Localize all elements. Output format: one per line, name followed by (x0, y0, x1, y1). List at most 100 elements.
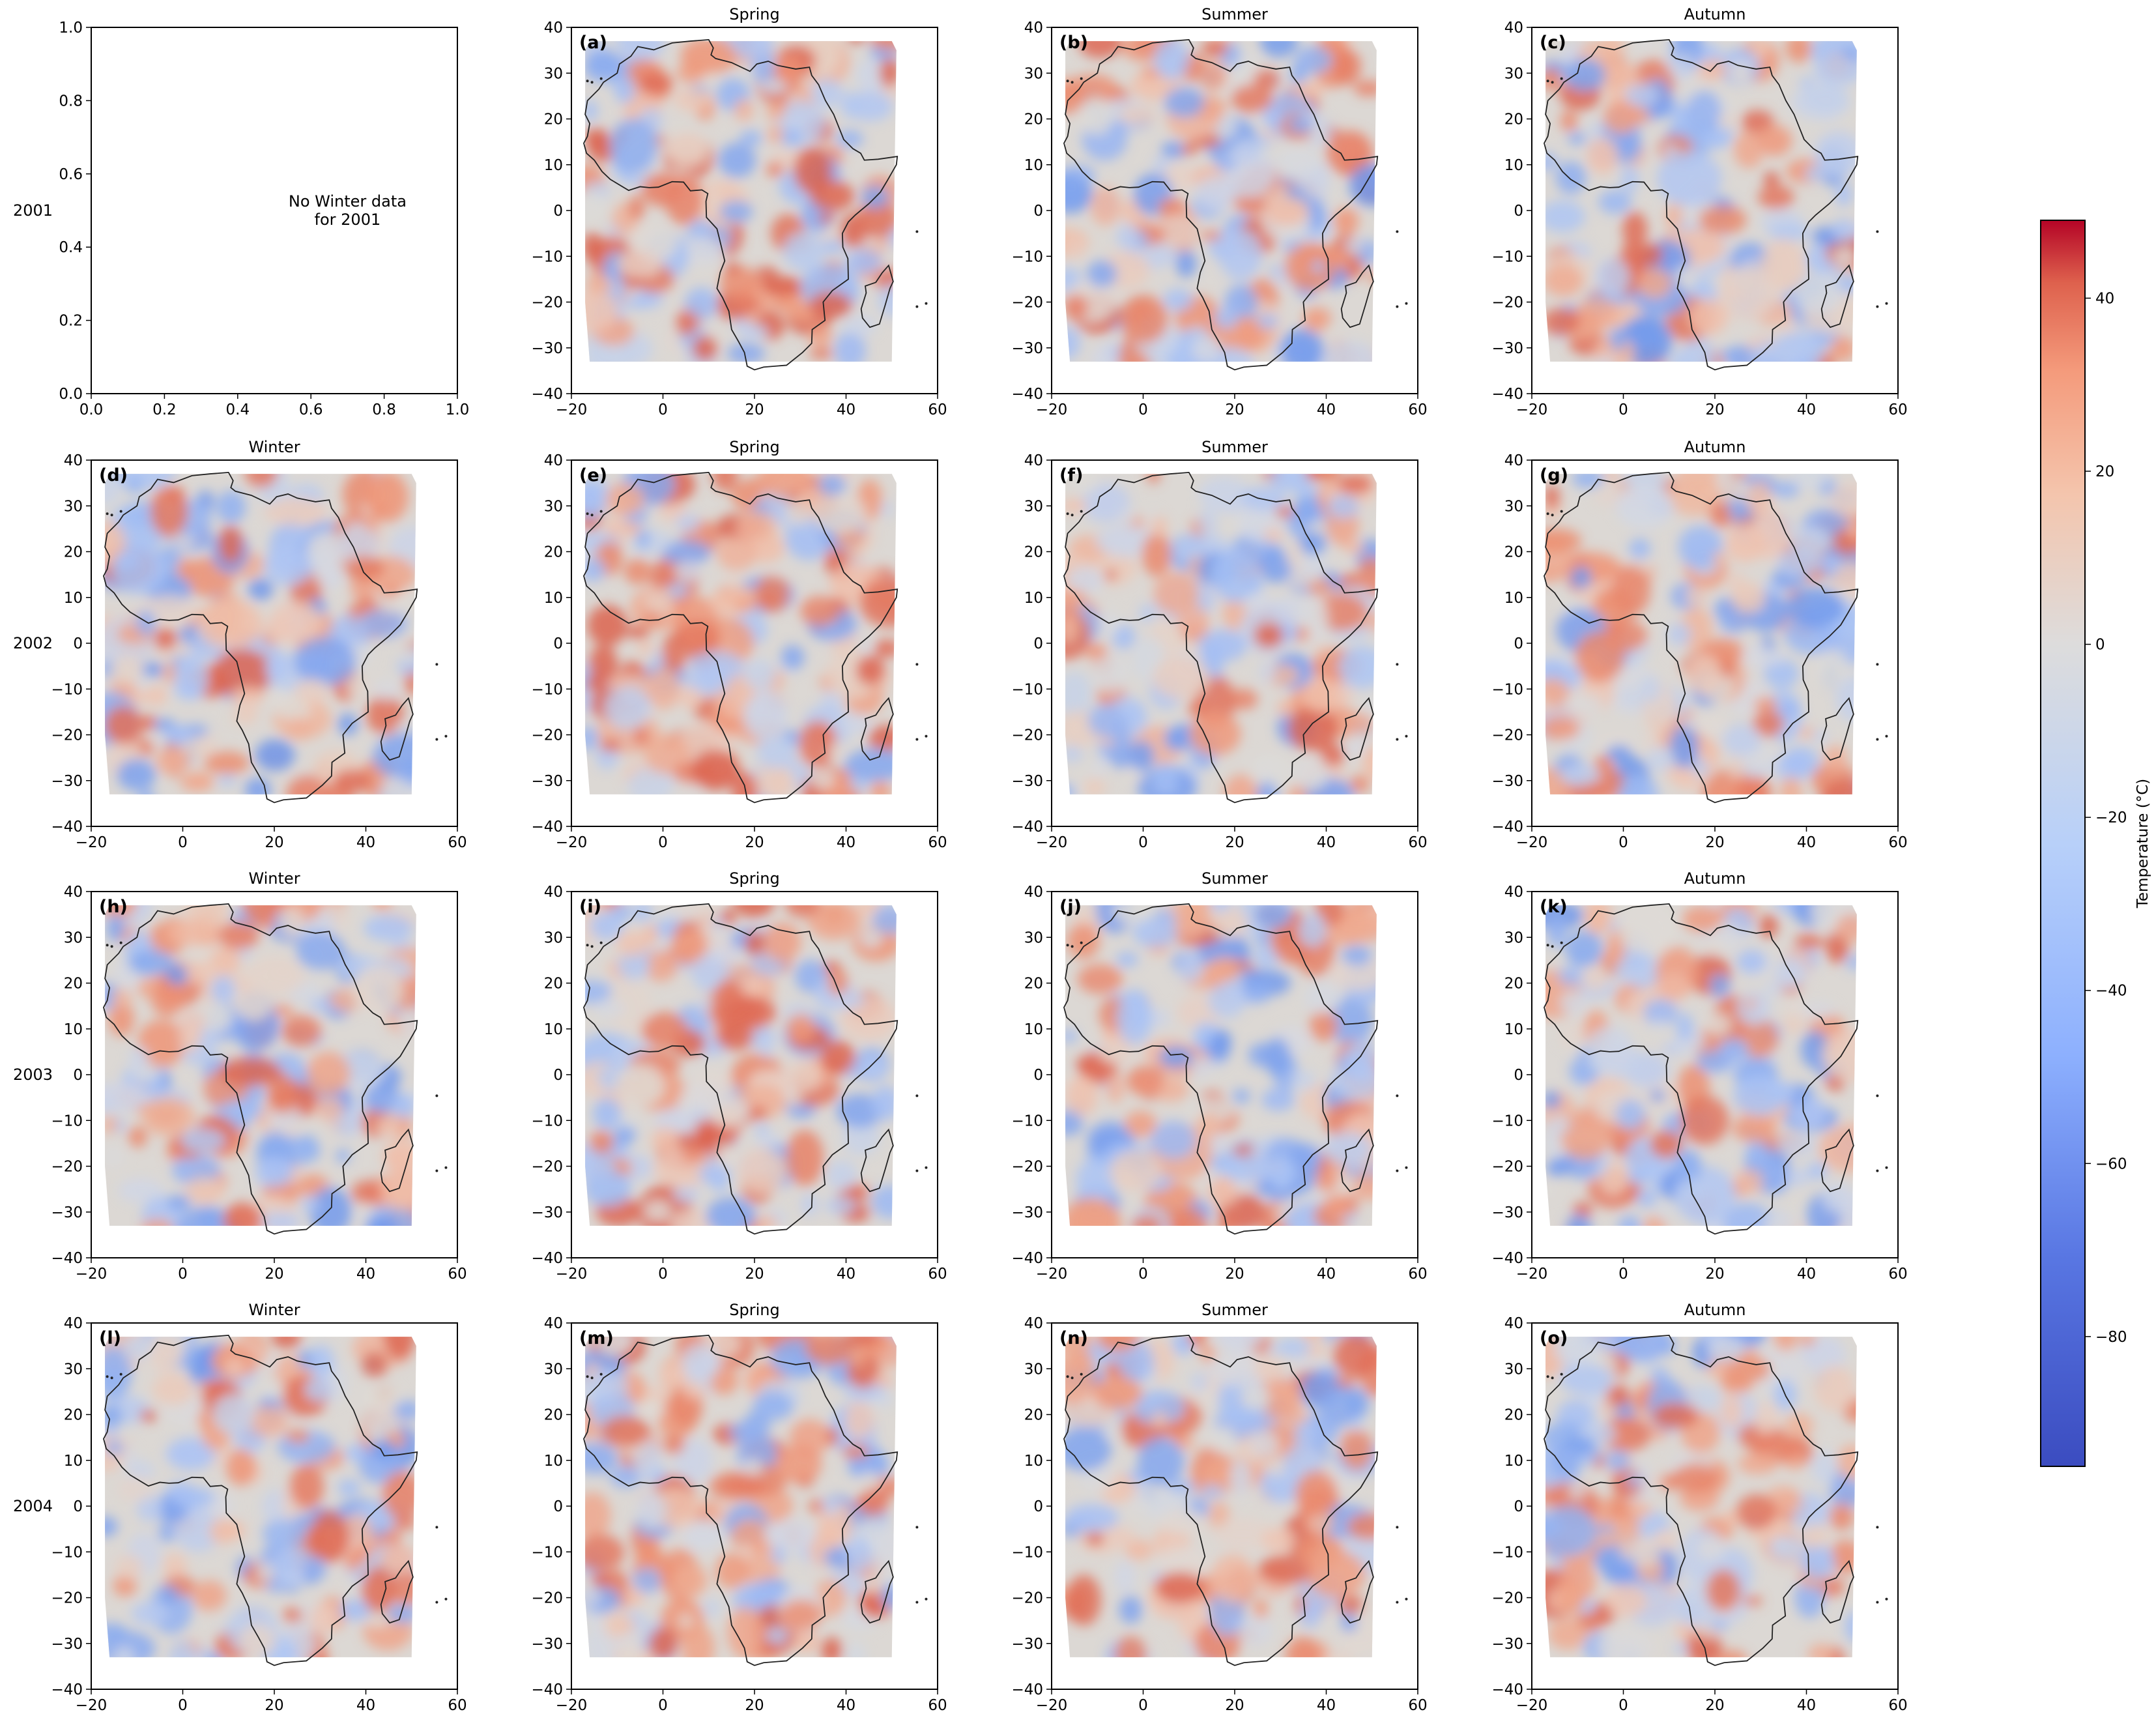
y-tick-label: 10 (1504, 590, 1523, 607)
field-cell (1367, 271, 1377, 283)
island-dot (1551, 81, 1554, 84)
island-dot (915, 1526, 919, 1529)
field-cell (690, 1107, 708, 1124)
field-cell (1568, 1484, 1585, 1499)
panel-2004-summer: −20 0 20 40 60 40 30 20 10 0 −10 −20 −30 −40 Summer (n) (1011, 1301, 1427, 1714)
x-tick-label: 0 (1618, 1266, 1628, 1283)
field-cell (405, 671, 416, 696)
island-dot (106, 944, 109, 947)
field-cell (387, 1604, 416, 1623)
field-cell (585, 1534, 625, 1571)
field-cell (716, 1024, 754, 1051)
field-cell (1802, 1524, 1829, 1548)
field-cell (1783, 1167, 1811, 1187)
field-cell (385, 1149, 412, 1169)
field-cell (1211, 907, 1248, 939)
y-tick-label: 40 (64, 1315, 83, 1332)
field-cell (1699, 59, 1727, 80)
field-cell (710, 947, 742, 963)
field-cell (105, 521, 126, 568)
field-cell (1345, 237, 1364, 254)
field-cell (1212, 549, 1258, 603)
y-tick-label: 40 (1024, 452, 1043, 469)
field-cell (1206, 1354, 1272, 1387)
x-tick-label: 20 (745, 401, 764, 418)
field-cell (1822, 1028, 1857, 1082)
field-cell (855, 655, 885, 686)
field-cell (315, 1097, 344, 1121)
field-cell (585, 558, 606, 582)
y-tick-label: −20 (51, 1590, 83, 1607)
field-cell (836, 130, 864, 148)
field-cell (281, 1015, 321, 1047)
field-cell (1275, 506, 1294, 518)
field-cell (1151, 516, 1168, 537)
x-tick-label: 60 (1408, 401, 1427, 418)
field-cell (1065, 784, 1076, 794)
y-tick-label: 30 (1024, 1361, 1043, 1378)
field-cell (1758, 184, 1794, 210)
field-cell (286, 775, 332, 794)
y-tick-label: −10 (1011, 248, 1043, 265)
field-cell (646, 667, 680, 710)
field-cell (391, 1093, 416, 1118)
island-dot (1876, 1094, 1879, 1097)
field-cell (1847, 518, 1857, 540)
field-cell (1199, 61, 1228, 91)
field-cell (1066, 1574, 1101, 1626)
x-tick-label: 40 (1797, 401, 1816, 418)
y-tick-label: −40 (1011, 819, 1043, 835)
colorbar-tick-label: 40 (2095, 291, 2114, 308)
y-tick-label: −30 (1491, 340, 1523, 357)
y-tick-label: 10 (64, 1453, 83, 1470)
field-cell (1309, 1010, 1338, 1042)
field-cell (1259, 661, 1276, 683)
field-cell (729, 1422, 756, 1443)
field-cell (270, 601, 323, 643)
field-cell (1676, 1013, 1694, 1041)
field-cell (124, 475, 144, 495)
field-cell (311, 540, 339, 585)
field-cell (678, 1614, 693, 1629)
field-cell (1722, 1509, 1740, 1527)
field-cell (1550, 1157, 1575, 1175)
axes-frame (91, 459, 458, 827)
field-cell (1564, 693, 1603, 716)
x-tick-label: 0.2 (152, 401, 177, 418)
field-cell (615, 1064, 665, 1107)
y-tick-label: 20 (1504, 544, 1523, 561)
field-cell (786, 1129, 824, 1186)
island-dot (1876, 1526, 1879, 1529)
field-cell (1697, 1536, 1726, 1560)
field-cell (749, 1106, 768, 1120)
field-cell (1753, 697, 1778, 712)
y-tick-label: 10 (64, 1021, 83, 1038)
field-cell (1190, 1056, 1211, 1077)
field-cell (1128, 740, 1155, 772)
africa-coastline (583, 472, 898, 804)
island-dot (586, 1375, 589, 1378)
y-tick-label: −20 (531, 295, 563, 312)
field-blobs (1065, 474, 1377, 794)
field-cell (381, 1544, 416, 1574)
field-cell (869, 781, 891, 794)
panel-label: (f) (1059, 465, 1083, 486)
field-cell (1678, 336, 1717, 362)
field-cell (738, 1148, 787, 1195)
x-tick-label: 60 (1888, 401, 1907, 418)
panel-title: Autumn (1684, 869, 1746, 888)
field-cell (1228, 688, 1258, 710)
island-dot (590, 945, 594, 948)
field-cell (1830, 482, 1857, 518)
field-cell (594, 1000, 625, 1018)
field-cell (110, 655, 143, 685)
africa-coastline (103, 472, 418, 804)
field-cell (1585, 1026, 1635, 1075)
field-cell (1082, 777, 1106, 794)
field-cell (1775, 956, 1808, 987)
field-cell (184, 1177, 225, 1206)
panel-2003-winter: −20 0 20 40 60 40 30 20 10 0 −10 −20 −30 −40 Winter (h) (51, 869, 467, 1283)
island-dot (1396, 230, 1399, 233)
field-cell (1256, 313, 1279, 329)
island-dot (1071, 81, 1074, 84)
